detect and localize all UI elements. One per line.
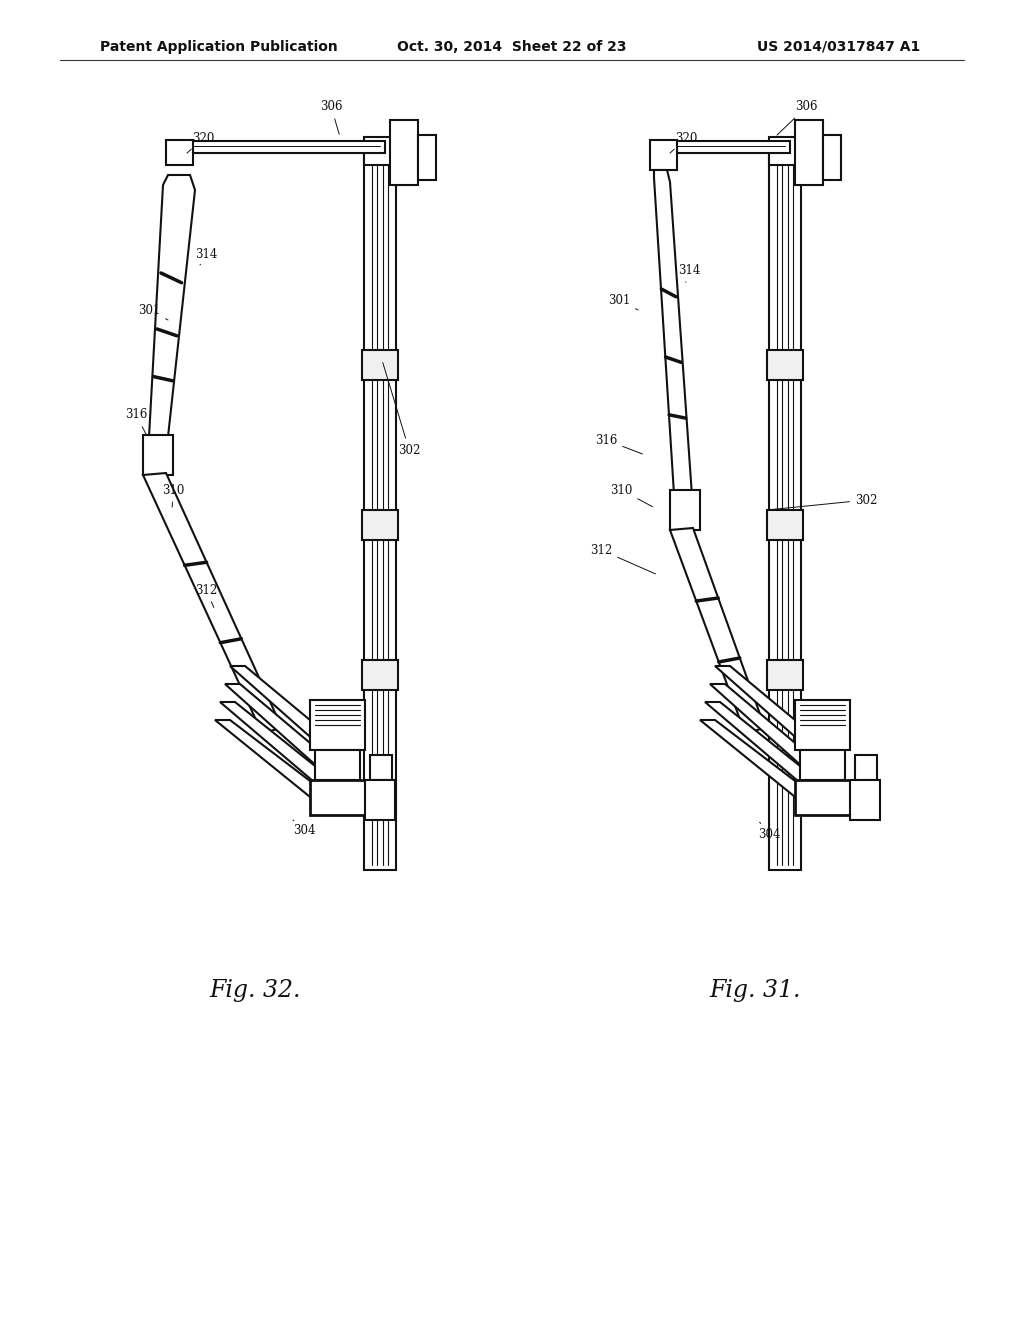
Bar bbox=[315, 750, 360, 780]
Polygon shape bbox=[670, 490, 700, 531]
Polygon shape bbox=[769, 137, 811, 165]
Polygon shape bbox=[230, 667, 340, 750]
Bar bbox=[362, 660, 398, 690]
Bar bbox=[767, 660, 803, 690]
Text: 312: 312 bbox=[590, 544, 655, 574]
Text: Fig. 31.: Fig. 31. bbox=[710, 978, 801, 1002]
Text: 306: 306 bbox=[777, 100, 817, 135]
Text: US 2014/0317847 A1: US 2014/0317847 A1 bbox=[757, 40, 920, 54]
Bar bbox=[823, 135, 841, 180]
Text: 316: 316 bbox=[125, 408, 147, 436]
Text: 314: 314 bbox=[195, 248, 217, 265]
Bar bbox=[767, 350, 803, 380]
Bar bbox=[362, 350, 398, 380]
Bar bbox=[850, 780, 880, 820]
Polygon shape bbox=[225, 684, 335, 770]
Text: 306: 306 bbox=[319, 100, 342, 135]
Text: Fig. 32.: Fig. 32. bbox=[209, 978, 301, 1002]
Polygon shape bbox=[670, 528, 765, 733]
Bar bbox=[362, 510, 398, 540]
Text: 314: 314 bbox=[678, 264, 700, 282]
Text: 320: 320 bbox=[670, 132, 697, 153]
Text: Oct. 30, 2014  Sheet 22 of 23: Oct. 30, 2014 Sheet 22 of 23 bbox=[397, 40, 627, 54]
Bar bbox=[370, 755, 392, 780]
Bar bbox=[795, 700, 850, 750]
Polygon shape bbox=[166, 140, 193, 165]
Bar bbox=[310, 780, 370, 814]
Text: 320: 320 bbox=[187, 132, 214, 153]
Text: 304: 304 bbox=[293, 820, 315, 837]
Polygon shape bbox=[215, 719, 335, 805]
Text: 312: 312 bbox=[195, 583, 217, 607]
Polygon shape bbox=[220, 702, 335, 787]
Polygon shape bbox=[364, 145, 396, 870]
Text: 302: 302 bbox=[770, 494, 878, 510]
Polygon shape bbox=[364, 137, 406, 165]
Text: 301: 301 bbox=[138, 304, 168, 319]
Polygon shape bbox=[654, 170, 693, 510]
Text: Patent Application Publication: Patent Application Publication bbox=[100, 40, 338, 54]
Text: 310: 310 bbox=[162, 483, 184, 507]
Polygon shape bbox=[700, 719, 820, 805]
Text: 310: 310 bbox=[610, 483, 652, 507]
Polygon shape bbox=[180, 141, 385, 153]
Polygon shape bbox=[143, 473, 282, 733]
Bar bbox=[795, 120, 823, 185]
Text: 301: 301 bbox=[608, 293, 638, 310]
Polygon shape bbox=[710, 684, 820, 770]
Text: 304: 304 bbox=[758, 822, 780, 842]
Text: 316: 316 bbox=[595, 433, 642, 454]
Bar bbox=[795, 780, 855, 814]
Text: 302: 302 bbox=[383, 363, 421, 457]
Polygon shape bbox=[769, 145, 801, 870]
Bar bbox=[365, 780, 395, 820]
Polygon shape bbox=[715, 667, 825, 750]
Bar bbox=[418, 135, 436, 180]
Polygon shape bbox=[650, 140, 677, 170]
Bar bbox=[767, 510, 803, 540]
Polygon shape bbox=[148, 176, 195, 455]
Bar bbox=[855, 755, 877, 780]
Polygon shape bbox=[143, 436, 173, 475]
Bar bbox=[310, 700, 365, 750]
Polygon shape bbox=[705, 702, 820, 787]
Polygon shape bbox=[665, 141, 790, 153]
Bar bbox=[390, 120, 418, 185]
Bar bbox=[800, 750, 845, 780]
